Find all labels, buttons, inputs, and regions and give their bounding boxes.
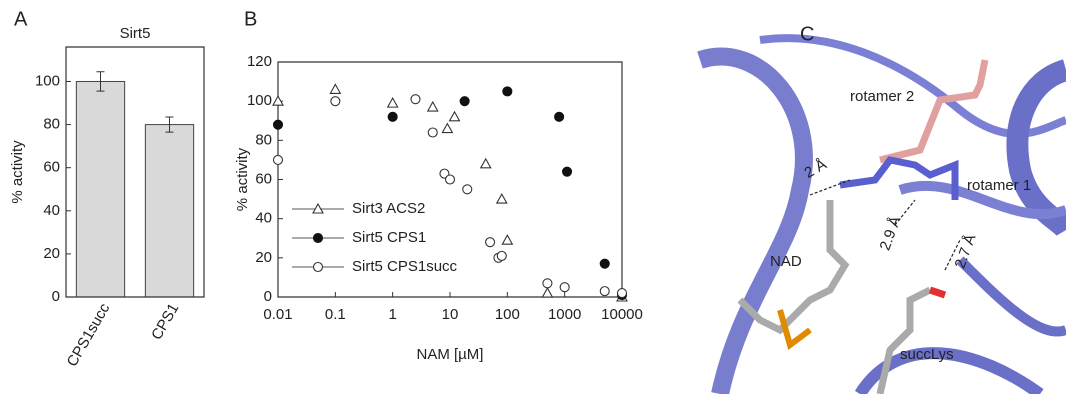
structure-label: succLys: [900, 346, 954, 363]
y-tick-label: 60: [255, 170, 272, 187]
structure-label: NAD: [770, 253, 802, 270]
marker: [331, 97, 340, 106]
marker: [600, 287, 609, 296]
marker: [442, 124, 452, 133]
legend-label: Sirt3 ACS2: [352, 200, 425, 217]
panel-label: C: [800, 23, 814, 45]
marker: [481, 159, 491, 168]
marker: [411, 95, 420, 104]
marker: [543, 279, 552, 288]
x-tick-label: 10000: [601, 306, 643, 323]
y-tick-label: 20: [43, 245, 60, 262]
marker: [428, 128, 437, 137]
marker: [563, 167, 572, 176]
x-tick-label: 1: [388, 306, 396, 323]
chart-title: Sirt5: [120, 25, 151, 42]
marker: [497, 251, 506, 260]
y-tick-label: 0: [52, 288, 60, 305]
y-axis-label: % activity: [9, 140, 26, 204]
panel-label: B: [244, 8, 257, 30]
marker: [486, 238, 495, 247]
y-tick-label: 0: [264, 288, 272, 305]
y-tick-label: 100: [35, 72, 60, 89]
y-tick-label: 20: [255, 249, 272, 266]
legend-label: Sirt5 CPS1: [352, 229, 426, 246]
y-tick-label: 80: [255, 131, 272, 148]
y-tick-label: 100: [247, 92, 272, 109]
panel-label: A: [14, 8, 28, 30]
x-tick-label: 1000: [548, 306, 581, 323]
marker: [560, 283, 569, 292]
marker: [428, 102, 438, 111]
y-axis-label: % activity: [234, 147, 251, 211]
marker: [618, 289, 627, 298]
marker: [330, 84, 340, 93]
marker: [460, 97, 469, 106]
x-tick-label: 0.1: [325, 306, 346, 323]
legend-label: Sirt5 CPS1succ: [352, 258, 458, 275]
marker: [600, 259, 609, 268]
y-tick-label: 120: [247, 53, 272, 70]
bar: [145, 125, 193, 297]
y-tick-label: 40: [255, 210, 272, 227]
marker: [497, 194, 507, 203]
marker: [274, 120, 283, 129]
x-axis-label: NAM [µM]: [417, 346, 484, 363]
x-tick-label: 100: [495, 306, 520, 323]
x-tick-label: CPS1: [148, 300, 182, 342]
x-tick-label: 10: [442, 306, 459, 323]
marker: [555, 112, 564, 121]
marker: [274, 155, 283, 164]
marker: [542, 288, 552, 297]
x-tick-label: 0.01: [263, 306, 292, 323]
marker: [450, 112, 460, 121]
marker: [503, 87, 512, 96]
legend-marker: [314, 234, 323, 243]
y-tick-label: 60: [43, 159, 60, 176]
figure: C rotamer 2 rotamer 1 NAD succLys 2 Å 2.…: [0, 0, 1066, 394]
marker: [502, 235, 512, 244]
oxygen: [930, 290, 945, 295]
marker: [388, 98, 398, 107]
y-tick-label: 40: [43, 202, 60, 219]
x-tick-label: CPS1succ: [64, 300, 114, 370]
marker: [446, 175, 455, 184]
y-tick-label: 80: [43, 116, 60, 133]
structure-panel: C rotamer 2 rotamer 1 NAD succLys 2 Å 2.…: [700, 23, 1066, 394]
structure-label: rotamer 2: [850, 88, 914, 105]
legend-marker: [314, 263, 323, 272]
marker: [463, 185, 472, 194]
bar: [76, 81, 124, 297]
structure-label: rotamer 1: [967, 177, 1031, 194]
marker: [388, 112, 397, 121]
